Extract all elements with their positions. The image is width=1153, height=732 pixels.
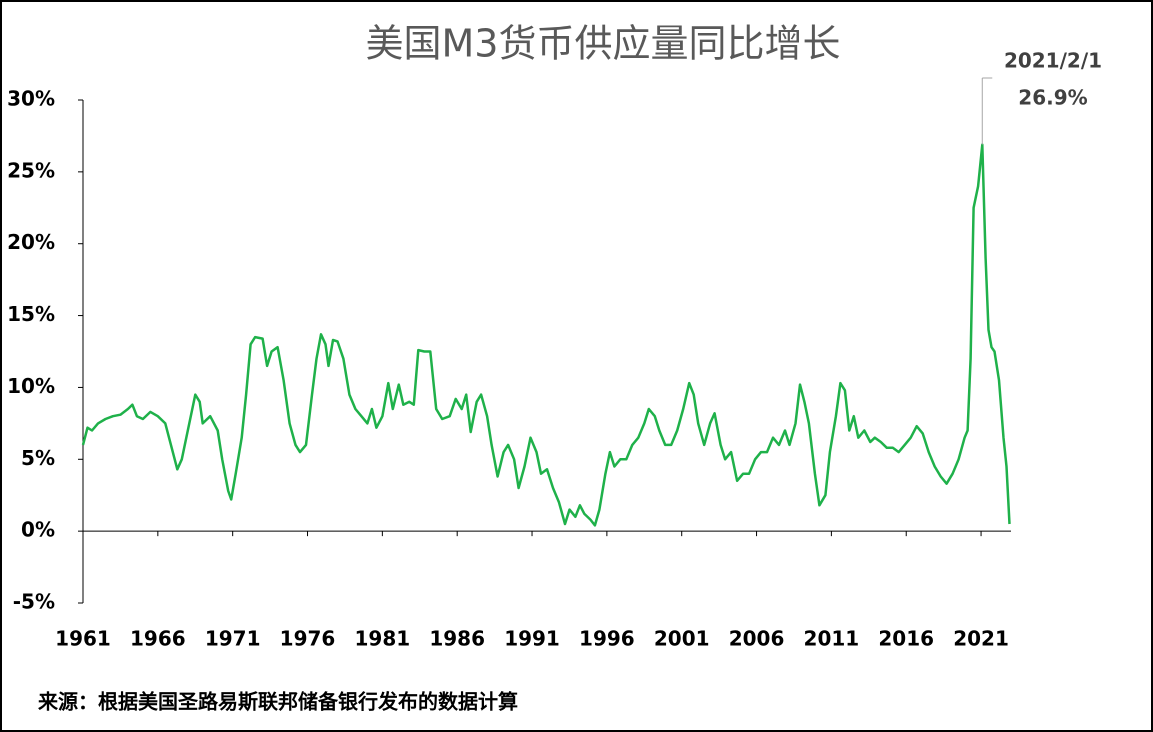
x-tick-label: 1961 bbox=[55, 627, 111, 651]
y-tick-label: 0% bbox=[21, 518, 55, 542]
data-line bbox=[81, 143, 1011, 527]
y-tick-label: 25% bbox=[7, 158, 55, 182]
x-tick-label: 1976 bbox=[280, 627, 336, 651]
y-tick-label: 5% bbox=[21, 446, 55, 470]
x-tick-label: 1996 bbox=[579, 627, 635, 651]
x-tick-label: 1986 bbox=[429, 627, 485, 651]
x-tick-label: 2021 bbox=[953, 627, 1009, 651]
x-tick-label: 1981 bbox=[355, 627, 411, 651]
x-tick-label: 2006 bbox=[729, 627, 785, 651]
source-note: 来源：根据美国圣路易斯联邦储备银行发布的数据计算 bbox=[37, 690, 518, 714]
x-tick-label: 2011 bbox=[804, 627, 860, 651]
chart-title: 美国M3货币供应量同比增长 bbox=[366, 22, 841, 66]
y-tick-label: -5% bbox=[13, 590, 55, 614]
x-tick-label: 1966 bbox=[130, 627, 186, 651]
y-tick-label: 10% bbox=[7, 374, 55, 398]
annotation-label: 26.9% bbox=[1018, 86, 1087, 110]
x-tick-label: 1971 bbox=[205, 627, 261, 651]
annotation-date: 2021/2/1 bbox=[1004, 49, 1102, 73]
y-tick-label: 30% bbox=[7, 87, 55, 111]
y-tick-label: 20% bbox=[7, 230, 55, 254]
y-tick-label: 15% bbox=[7, 302, 55, 326]
x-tick-label: 2001 bbox=[654, 627, 710, 651]
x-tick-label: 2016 bbox=[878, 627, 934, 651]
x-tick-label: 1991 bbox=[504, 627, 560, 651]
